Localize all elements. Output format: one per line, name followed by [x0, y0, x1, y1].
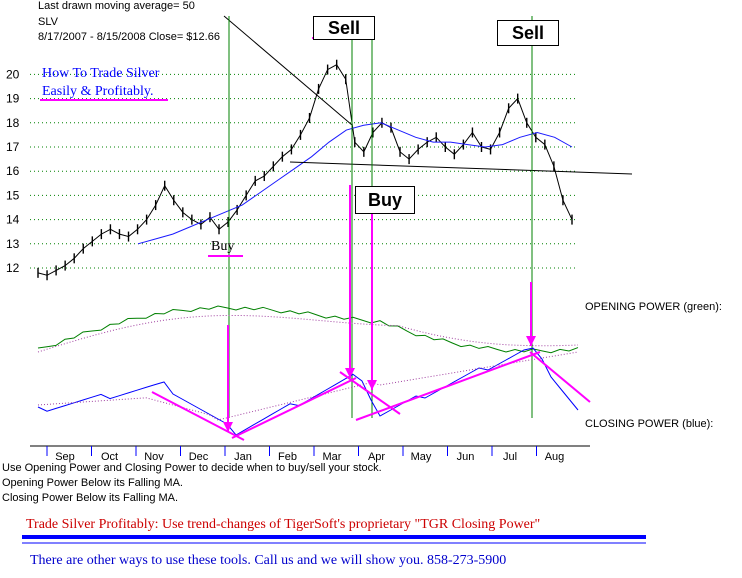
y-tick-label: 14 — [6, 213, 20, 227]
x-tick-label: May — [411, 451, 432, 463]
x-tick-label: Sep — [55, 451, 75, 463]
x-tick-label: Jan — [234, 451, 252, 463]
arrow-sell-mar-head — [345, 368, 355, 378]
y-tick-label: 20 — [6, 67, 20, 81]
arrow-buy-apr-head — [367, 380, 377, 390]
closing-power-ma — [37, 351, 579, 421]
x-tick-label: Dec — [189, 451, 209, 463]
note-line-3: Closing Power Below its Falling MA. — [2, 492, 179, 504]
arrow-buy-dec-head — [223, 422, 233, 432]
ticker: SLV — [38, 16, 58, 28]
x-tick-label: Oct — [101, 451, 118, 463]
footer-contact: There are other ways to use these tools.… — [30, 553, 507, 568]
y-tick-label: 15 — [6, 188, 20, 202]
arrow-sell-jul-head — [526, 336, 536, 346]
note-line-2: Opening Power Below its Falling MA. — [2, 477, 183, 489]
y-tick-label: 12 — [6, 261, 20, 275]
trendline-downtrend — [223, 15, 353, 126]
y-tick-label: 17 — [6, 140, 20, 154]
cp-uptrend-line-2 — [355, 351, 541, 421]
opening-power-ma — [37, 314, 579, 353]
note-line-1: Use Opening Power and Closing Power to d… — [2, 462, 382, 474]
y-tick-label: 16 — [6, 164, 20, 178]
opening-power-line — [37, 305, 579, 354]
date-range-close: 8/17/2007 - 8/15/2008 Close= $12.66 — [38, 31, 220, 43]
x-tick-label: Aug — [545, 451, 565, 463]
closing-power-label: CLOSING POWER (blue): — [585, 418, 714, 430]
price-line — [37, 64, 573, 276]
x-tick-label: Feb — [278, 451, 297, 463]
buy-signal-box: Buy — [355, 186, 415, 214]
y-tick-label: 19 — [6, 92, 20, 106]
cp-uptrend-line-1 — [231, 377, 357, 439]
x-tick-label: Apr — [368, 451, 385, 463]
ma-note: Last drawn moving average= 50 — [38, 0, 195, 12]
promo-line-2: Easily & Profitably. — [42, 84, 154, 99]
y-tick-label: 18 — [6, 116, 20, 130]
ma-line — [137, 122, 573, 245]
x-tick-label: Mar — [323, 451, 342, 463]
cp-downtrend-line-1 — [151, 391, 245, 441]
footer-headline: Trade Silver Profitably: Use trend-chang… — [26, 517, 541, 532]
opening-power-label: OPENING POWER (green): — [585, 301, 722, 313]
closing-power-line — [37, 347, 579, 436]
cp-downtrend-line-3 — [529, 351, 591, 403]
sell-signal-1: Sell — [313, 16, 375, 40]
x-tick-label: Jul — [503, 451, 517, 463]
x-tick-label: Jun — [457, 451, 475, 463]
buy-signal-low: Buy — [211, 239, 235, 254]
promo-line-1: How To Trade Silver — [42, 66, 160, 81]
y-tick-label: 13 — [6, 237, 20, 251]
trendline-neckline — [289, 161, 633, 175]
x-tick-label: Nov — [144, 451, 164, 463]
sell-signal-2: Sell — [497, 20, 559, 46]
